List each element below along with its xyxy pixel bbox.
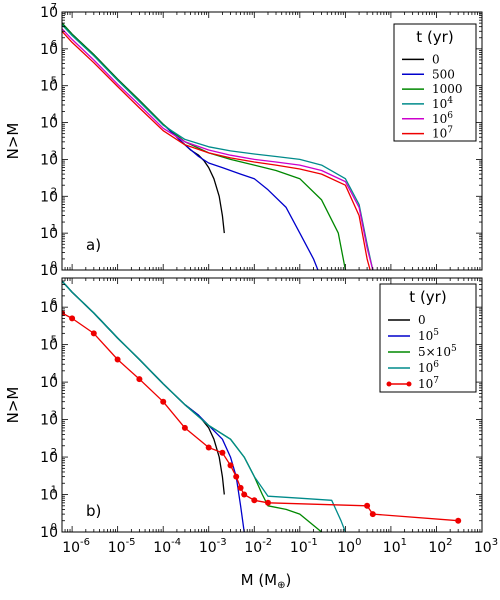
panel-a-ticks (61, 11, 483, 271)
panel-b-ytick-label-5: 105 (40, 335, 58, 354)
panel-a-ytick-label-7: 107 (40, 2, 58, 21)
x-axis-label: M (M⊕) (241, 571, 292, 591)
panel-b-series (62, 280, 462, 532)
panel-b-series-point-4-7 (205, 444, 212, 451)
panel-b-series-point-4-6 (181, 424, 188, 431)
panel-b-ylabel: N>M (4, 387, 22, 424)
panel-b-series-point-4-13 (251, 497, 258, 504)
panel-b-series-point-4-12 (241, 491, 248, 498)
panel-a-series-line-3 (62, 24, 374, 270)
panel-b-xtick-label-8: 102 (428, 537, 452, 556)
panel-b-legend-marker-4-a (386, 381, 392, 387)
panel-b-series-point-4-3 (114, 356, 121, 363)
panel-b-series-point-4-16 (369, 511, 376, 518)
panel-b-xtick-label-9: 103 (474, 537, 498, 556)
panel-b-series-line-1 (62, 280, 245, 532)
panel-b-series-point-4-10 (233, 473, 240, 480)
panel-a-panel-label: a) (86, 236, 101, 254)
panel-a-legend-label-4: 106 (432, 111, 453, 126)
panel-a-frame (61, 11, 483, 271)
panel-b-legend-marker-4-b (406, 381, 412, 387)
panel-b-ticks (61, 277, 483, 533)
panel-a-series-line-5 (62, 30, 371, 270)
panel-b-ytick-label-2: 102 (40, 447, 58, 466)
panel-b-series-point-4-9 (227, 462, 234, 469)
panel-b-panel-label: b) (86, 502, 101, 520)
panel-b-frame (61, 277, 483, 533)
panel-b-xtick-label-0: 10-6 (62, 537, 90, 556)
panel-a-ytick-label-0: 100 (40, 260, 58, 279)
panel-b-series-point-4-14 (265, 499, 271, 506)
panel-b-xtick-label-1: 10-5 (108, 537, 136, 556)
x-axis-label-text: M (M (241, 571, 278, 589)
panel-b-series-line-4 (62, 312, 459, 522)
panel-b-legend-label-3: 106 (418, 360, 439, 375)
panel-b-series-point-4-11 (237, 484, 244, 491)
panel-b-legend-title: t (yr) (409, 288, 446, 306)
panel-b-xtick-label-3: 10-3 (199, 537, 227, 556)
x-axis-label-close: ) (286, 571, 292, 589)
panel-b-xtick-label-5: 10-1 (290, 537, 318, 556)
panel-b-ytick-label-3: 103 (40, 410, 58, 429)
panel-a-ylabel: N>M (4, 123, 22, 160)
panel-b-ytick-label-6: 106 (40, 297, 58, 316)
panel-b: 100 101 102 103 104 105 106 10-6 10-5 10-4 10-3 10-… (4, 277, 498, 556)
panel-b-series-point-4-17 (455, 517, 462, 524)
panel-b-ytick-label-4: 104 (40, 372, 58, 391)
panel-b-xtick-label-4: 10-2 (244, 537, 272, 556)
panel-b-xtick-label-2: 10-4 (153, 537, 181, 556)
panel-b-legend-label-4: 107 (418, 376, 439, 391)
panel-a-ytick-label-3: 103 (40, 149, 58, 168)
panel-a-series-line-4 (62, 28, 374, 270)
panel-b-series-point-4-4 (136, 376, 143, 383)
panel-b-series-line-3 (62, 280, 347, 532)
panel-a-legend-label-1: 500 (432, 67, 455, 81)
panel-b-series-line-0 (62, 280, 225, 495)
panel-a-ytick-label-1: 101 (40, 223, 58, 242)
panel-a-ytick-label-6: 106 (40, 39, 58, 58)
panel-b-legend-box (379, 283, 477, 393)
panel-a-ytick-label-5: 105 (40, 76, 58, 95)
panel-a-legend-label-5: 107 (432, 126, 453, 141)
panel-b-legend-label-1: 105 (418, 328, 439, 343)
panel-a-series (62, 22, 374, 270)
panel-b-xtick-label-7: 101 (383, 537, 407, 556)
panel-b-xtick-label-6: 100 (337, 537, 361, 556)
x-axis-label-symbol: ⊕ (277, 580, 285, 591)
panel-b-series-line-2 (62, 280, 323, 532)
panel-a-legend-label-3: 104 (432, 96, 453, 111)
panel-a-series-line-0 (62, 22, 225, 234)
panel-b-legend-label-2: 5×105 (418, 344, 457, 359)
panel-b-series-point-4-5 (160, 398, 167, 405)
panel-b-series-point-4-15 (364, 502, 371, 509)
panel-b-series-point-4-1 (69, 315, 76, 322)
panel-a-legend-label-2: 1000 (432, 82, 463, 96)
panel-b-series-point-4-8 (219, 449, 226, 456)
panel-a-ytick-label-2: 102 (40, 186, 58, 205)
panel-b-ytick-label-0: 100 (40, 522, 58, 541)
panel-b-series-point-4-2 (90, 330, 97, 337)
panel-a-legend-label-0: 0 (432, 52, 440, 66)
panel-b-ytick-label-1: 101 (40, 485, 58, 504)
panel-a-legend-title: t (yr) (416, 28, 453, 46)
panel-a-legend-box (393, 23, 477, 142)
panel-b-legend-label-0: 0 (418, 313, 426, 327)
panel-a-series-line-2 (62, 22, 347, 270)
panel-a-ytick-label-4: 104 (40, 113, 58, 132)
